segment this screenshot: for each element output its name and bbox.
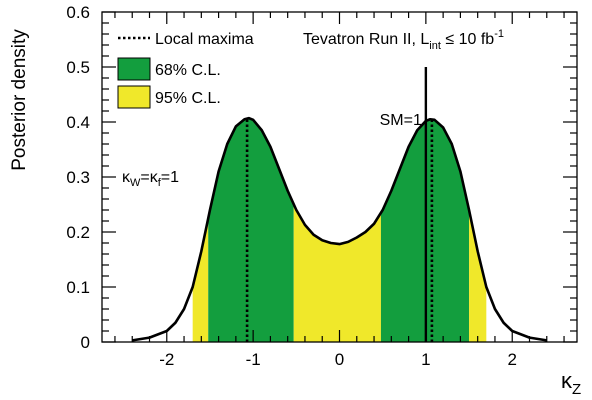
y-tick-label: 0.1 [66,278,90,297]
x-tick-label: 2 [507,350,516,369]
y-axis-title: Posterior density [9,29,30,171]
experiment-label-rest: ≤ 10 fb [441,31,494,48]
x-tick-label: 0 [335,350,344,369]
local-maxima-lines [245,118,434,342]
experiment-label: Tevatron Run II, Lint ≤ 10 fb-1 [303,28,504,52]
legend-label-68: 68% C.L. [155,62,221,79]
y-tick-label: 0.2 [66,223,90,242]
band-95-2 [293,204,381,342]
experiment-label-main: Tevatron Run II, L [303,31,429,48]
kappa-w-symbol: κ [122,169,131,186]
band-68-1 [208,118,294,342]
kappa-f-sub: f [158,177,162,189]
x-axis-title: κZ [561,368,581,398]
kappa-condition-end: =1 [161,169,179,186]
posterior-curve [132,116,547,342]
x-axis-title-sub: Z [572,381,581,398]
x-axis-title-kappa: κ [561,368,573,393]
y-tick-label: 0.5 [66,58,90,77]
kappa-w-sub: W [130,177,141,189]
experiment-label-sup: -1 [494,28,504,40]
y-tick-label: 0 [81,333,90,352]
legend-label-local-maxima: Local maxima [155,31,254,48]
legend: Local maxima 68% C.L. 95% C.L. [117,31,254,109]
band-95-4 [469,210,487,342]
axis-ticks: -2 -1 0 1 2 0 0.1 0.2 0.3 0.4 0.5 0.6 [66,3,577,369]
x-tick-label: 1 [421,350,430,369]
kappa-f-symbol: =κ [140,169,158,186]
legend-label-95: 95% C.L. [155,90,221,107]
y-tick-label: 0.4 [66,113,90,132]
band-95-0 [192,218,209,342]
sm-label: SM=1 [380,112,422,129]
x-tick-label: -1 [246,350,261,369]
legend-swatch-68 [117,57,151,81]
y-tick-label: 0.3 [66,168,90,187]
experiment-label-sub: int [429,40,441,52]
confidence-bands [192,118,487,343]
y-tick-label: 0.6 [66,3,90,22]
kappa-condition-label: κW=κf=1 [122,169,179,189]
legend-swatch-95 [117,85,151,109]
x-tick-label: -2 [159,350,174,369]
